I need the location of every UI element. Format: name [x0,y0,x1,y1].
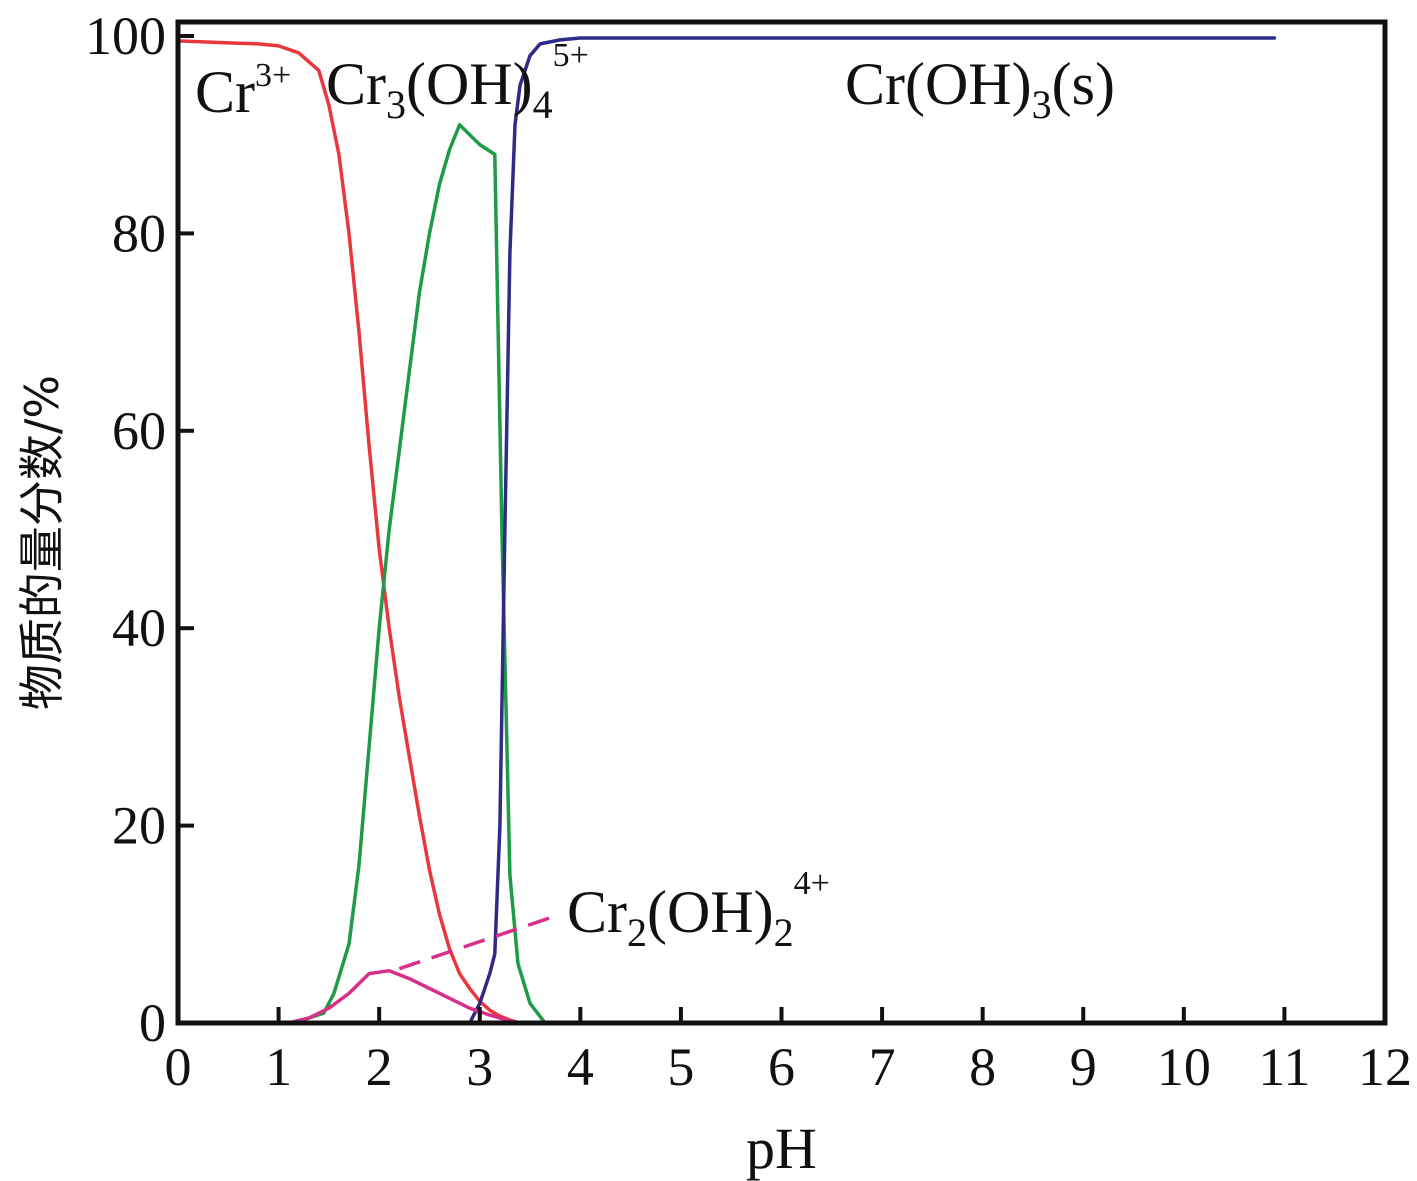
x-tick-label: 1 [265,1037,292,1097]
species-label-part: 2 [774,910,794,955]
x-tick-label: 5 [667,1037,694,1097]
species-label-part: (s) [1052,51,1115,117]
species-label-part: 2 [627,910,647,955]
series-line-cr2oh2 [286,968,522,1025]
x-tick-label: 11 [1258,1037,1310,1097]
y-tick-label: 20 [112,796,166,856]
species-label-croh3s: Cr(OH)3(s) [845,51,1115,127]
species-label-part: 3 [386,82,406,127]
y-tick-label: 0 [139,993,166,1053]
y-tick-label: 60 [112,401,166,461]
species-label-part: 3 [1032,82,1052,127]
species-label-part: Cr [567,879,627,945]
y-tick-label: 80 [112,203,166,263]
species-label-cr3oh4: Cr3(OH)45+ [326,37,589,127]
x-tick-label: 4 [567,1037,594,1097]
species-label-part: Cr [326,51,386,117]
y-tick-label: 100 [85,6,166,66]
x-tick-label: 10 [1157,1037,1211,1097]
x-axis-title: pH [746,1116,817,1181]
x-tick-label: 6 [768,1037,795,1097]
x-tick-label: 7 [869,1037,896,1097]
labels-layer: Cr3+ Cr3(OH)45+ Cr(OH)3(s)Cr2(OH)24+ [195,37,1115,955]
species-label-part: Cr(OH) [845,51,1032,117]
species-label-cr3: Cr3+ [195,57,291,125]
species-label-part: Cr [195,59,255,125]
species-label-part: (OH) [406,51,533,117]
x-tick-label: 8 [969,1037,996,1097]
species-label-part: 5+ [553,37,589,74]
species-label-cr2oh2: Cr2(OH)24+ [567,865,830,955]
x-tick-label: 0 [165,1037,192,1097]
series-layer [176,36,1277,1025]
series-line-cr3oh4 [286,123,547,1025]
species-label-part: 4 [533,82,553,127]
series-line-cr3 [176,39,522,1025]
x-tick-label: 9 [1070,1037,1097,1097]
x-tick-label: 12 [1358,1037,1412,1097]
species-label-part: (OH) [647,879,774,945]
y-axis-title: 物质的量分数/% [15,375,69,710]
species-label-part: 3+ [255,57,291,94]
leader-line-cr2oh2 [398,912,561,971]
x-tick-label: 3 [466,1037,493,1097]
series-line-croh3s [467,36,1277,1025]
x-tick-label: 2 [366,1037,393,1097]
species-label-part: 4+ [794,865,830,902]
y-tick-label: 40 [112,598,166,658]
